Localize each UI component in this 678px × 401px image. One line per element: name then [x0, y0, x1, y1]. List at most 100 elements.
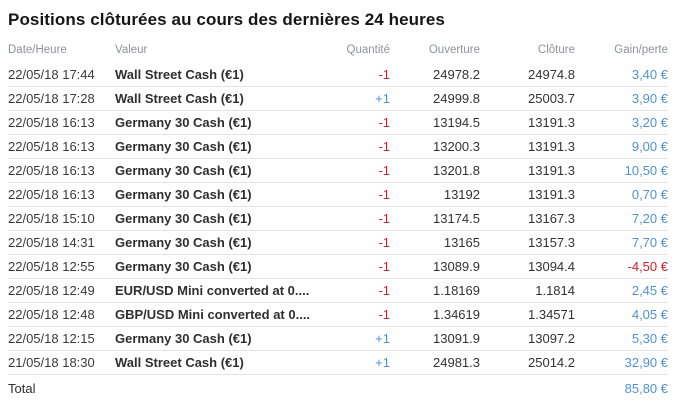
position-close-price: 25003.7: [480, 86, 575, 111]
column-header-date-heure: Date/Heure: [8, 44, 67, 56]
position-date: 22/05/18 15:10: [8, 206, 115, 231]
position-open-price: 13192: [390, 182, 480, 207]
page-title: Positions clôturées au cours des dernièr…: [8, 10, 445, 29]
position-quantity: -1: [331, 206, 390, 231]
position-open-price: 13165: [390, 230, 480, 255]
table-row: 22/05/18 14:31 Germany 30 Cash (€1) -1 1316…: [8, 230, 668, 255]
position-close-price: 13157.3: [480, 230, 575, 255]
position-gain: 7,20 €: [575, 206, 668, 231]
position-instrument: EUR/USD Mini converted at 0....: [115, 278, 331, 303]
position-date: 22/05/18 16:13: [8, 182, 115, 207]
position-gain: 2,45 €: [575, 278, 668, 303]
position-quantity: +1: [331, 86, 390, 111]
position-quantity: -1: [331, 254, 390, 279]
position-date: 22/05/18 17:28: [8, 86, 115, 111]
position-open-price: 13089.9: [390, 254, 480, 279]
position-instrument: Wall Street Cash (€1): [115, 86, 331, 111]
position-date: 22/05/18 16:13: [8, 110, 115, 135]
position-date: 22/05/18 16:13: [8, 134, 115, 159]
position-instrument: Wall Street Cash (€1): [115, 63, 331, 87]
table-row: 22/05/18 17:28 Wall Street Cash (€1) +1 249…: [8, 86, 668, 111]
position-quantity: -1: [331, 302, 390, 327]
position-quantity: -1: [331, 134, 390, 159]
position-quantity: +1: [331, 326, 390, 351]
position-gain: 0,70 €: [575, 182, 668, 207]
position-quantity: -1: [331, 230, 390, 255]
position-date: 22/05/18 12:48: [8, 302, 115, 327]
column-header-cloture: Clôture: [537, 44, 575, 56]
position-close-price: 13167.3: [480, 206, 575, 231]
position-date: 22/05/18 12:49: [8, 278, 115, 303]
table-row: 22/05/18 16:13 Germany 30 Cash (€1) -1 1319…: [8, 182, 668, 207]
position-date: 22/05/18 12:55: [8, 254, 115, 279]
position-open-price: 24999.8: [390, 86, 480, 111]
table-row: 22/05/18 16:13 Germany 30 Cash (€1) -1 1320…: [8, 134, 668, 159]
position-date: 22/05/18 16:13: [8, 158, 115, 183]
position-close-price: 1.1814: [480, 278, 575, 303]
position-instrument: Germany 30 Cash (€1): [115, 326, 331, 351]
table-row: 22/05/18 12:55 Germany 30 Cash (€1) -1 1308…: [8, 254, 668, 279]
position-open-price: 13201.8: [390, 158, 480, 183]
total-row: Total 85,80 €: [8, 374, 668, 401]
position-instrument: Germany 30 Cash (€1): [115, 134, 331, 159]
table-row: 22/05/18 16:13 Germany 30 Cash (€1) -1 1320…: [8, 158, 668, 183]
position-instrument: Germany 30 Cash (€1): [115, 182, 331, 207]
position-open-price: 13200.3: [390, 134, 480, 159]
table-row: 22/05/18 12:15 Germany 30 Cash (€1) +1 1309…: [8, 326, 668, 351]
position-instrument: Germany 30 Cash (€1): [115, 254, 331, 279]
position-instrument: GBP/USD Mini converted at 0....: [115, 302, 331, 327]
total-value: 85,80 €: [575, 374, 668, 401]
position-date: 21/05/18 18:30: [8, 350, 115, 375]
position-gain: -4,50 €: [575, 254, 668, 279]
position-close-price: 24974.8: [480, 63, 575, 87]
position-instrument: Germany 30 Cash (€1): [115, 206, 331, 231]
table-row: 22/05/18 17:44 Wall Street Cash (€1) -1 249…: [8, 63, 668, 87]
position-quantity: -1: [331, 182, 390, 207]
position-date: 22/05/18 14:31: [8, 230, 115, 255]
position-close-price: 13097.2: [480, 326, 575, 351]
position-gain: 5,30 €: [575, 326, 668, 351]
total-label: Total: [8, 374, 575, 401]
position-close-price: 25014.2: [480, 350, 575, 375]
position-gain: 4,05 €: [575, 302, 668, 327]
position-close-price: 1.34571: [480, 302, 575, 327]
position-gain: 3,20 €: [575, 110, 668, 135]
column-header-valeur: Valeur: [115, 44, 148, 56]
position-quantity: +1: [331, 350, 390, 375]
table-row: 22/05/18 16:13 Germany 30 Cash (€1) -1 1319…: [8, 110, 668, 135]
position-gain: 9,00 €: [575, 134, 668, 159]
table-row: 21/05/18 18:30 Wall Street Cash (€1) +1 249…: [8, 350, 668, 375]
position-date: 22/05/18 17:44: [8, 63, 115, 87]
position-close-price: 13191.3: [480, 134, 575, 159]
position-gain: 7,70 €: [575, 230, 668, 255]
table-row: 22/05/18 15:10 Germany 30 Cash (€1) -1 1317…: [8, 206, 668, 231]
table-header-row: Date/Heure Valeur Quantité Ouverture Clôture…: [8, 42, 668, 63]
position-open-price: 24978.2: [390, 63, 480, 87]
column-header-quantite: Quantité: [346, 44, 390, 56]
position-close-price: 13094.4: [480, 254, 575, 279]
closed-positions-table: Date/Heure Valeur Quantité Ouverture Clôture…: [8, 42, 668, 401]
table-row: 22/05/18 12:48 GBP/USD Mini converted at …: [8, 302, 668, 327]
position-open-price: 24981.3: [390, 350, 480, 375]
position-close-price: 13191.3: [480, 182, 575, 207]
table-row: 22/05/18 12:49 EUR/USD Mini converted at …: [8, 278, 668, 303]
column-header-ouverture: Ouverture: [428, 44, 480, 56]
position-quantity: -1: [331, 63, 390, 87]
position-instrument: Germany 30 Cash (€1): [115, 230, 331, 255]
position-date: 22/05/18 12:15: [8, 326, 115, 351]
column-header-gain-perte: Gain/perte: [614, 44, 668, 56]
position-close-price: 13191.3: [480, 158, 575, 183]
position-gain: 3,40 €: [575, 63, 668, 87]
position-open-price: 13091.9: [390, 326, 480, 351]
position-gain: 10,50 €: [575, 158, 668, 183]
position-quantity: -1: [331, 158, 390, 183]
position-instrument: Germany 30 Cash (€1): [115, 158, 331, 183]
position-gain: 3,90 €: [575, 86, 668, 111]
position-gain: 32,90 €: [575, 350, 668, 375]
position-quantity: -1: [331, 110, 390, 135]
position-open-price: 1.18169: [390, 278, 480, 303]
position-instrument: Germany 30 Cash (€1): [115, 110, 331, 135]
position-instrument: Wall Street Cash (€1): [115, 350, 331, 375]
position-open-price: 13174.5: [390, 206, 480, 231]
position-open-price: 13194.5: [390, 110, 480, 135]
